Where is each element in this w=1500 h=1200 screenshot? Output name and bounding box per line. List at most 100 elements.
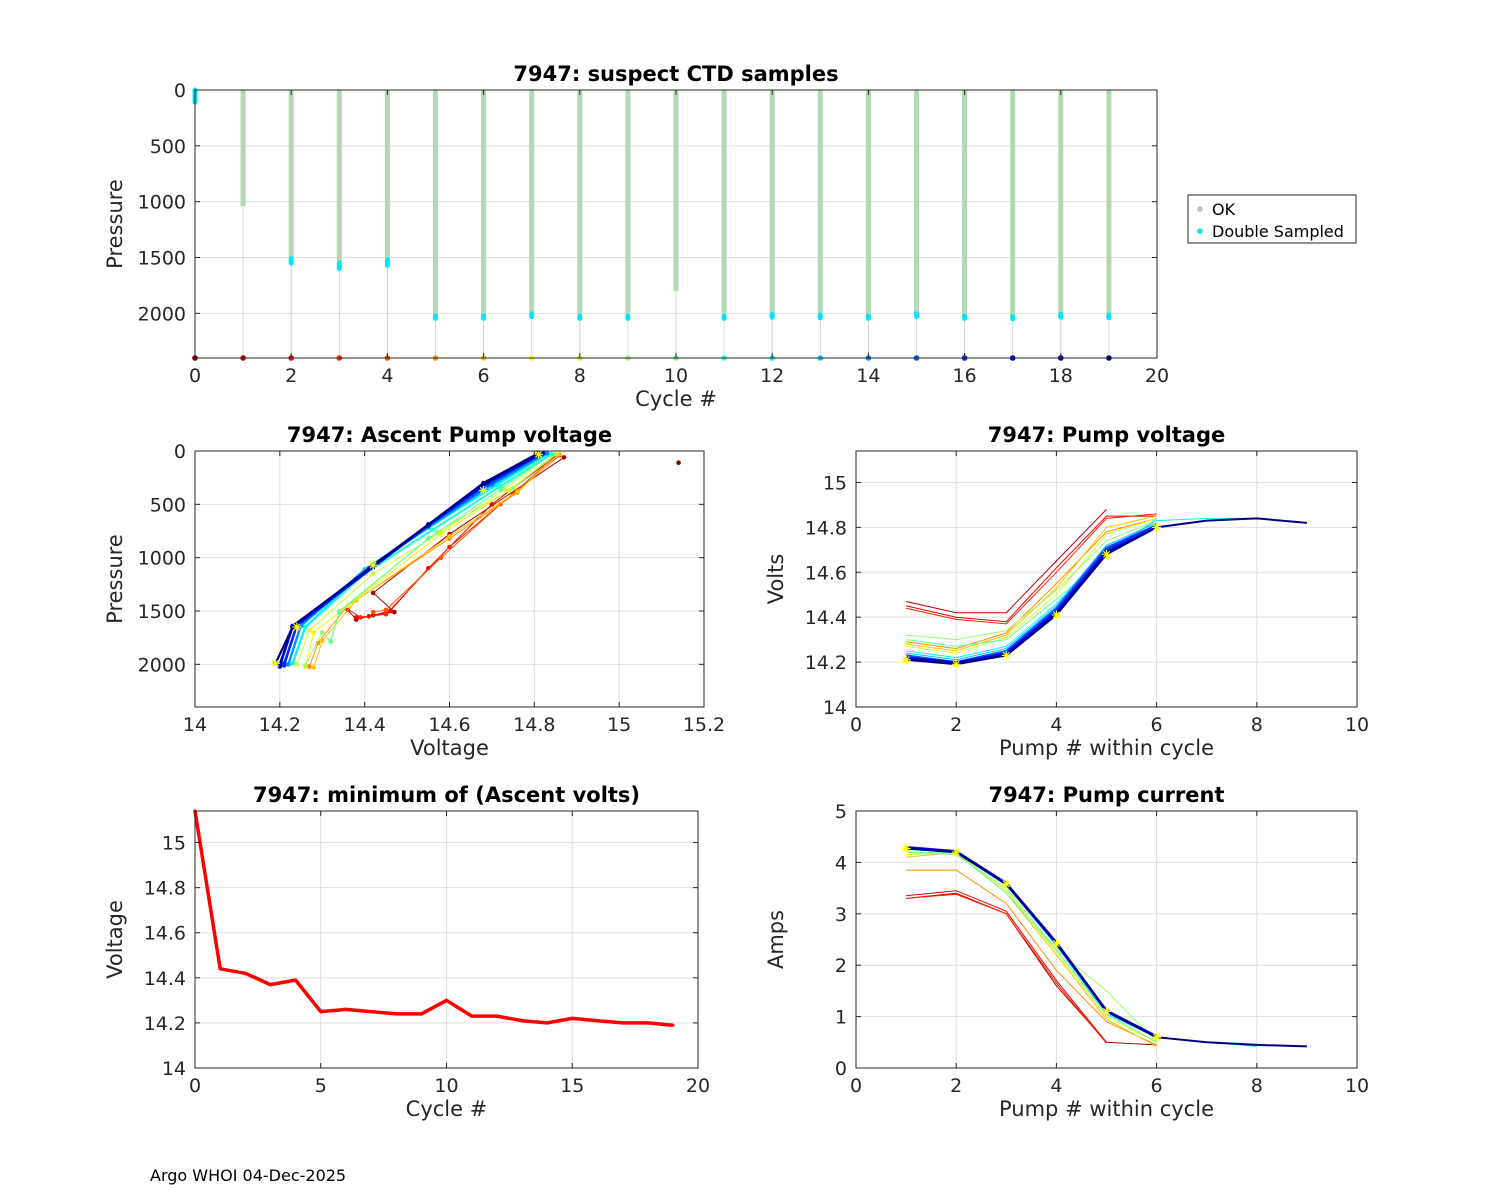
min-voltage-point [545,1021,549,1025]
pump-current-star [901,844,911,854]
ascent-point [430,527,435,533]
axes-layer: 0 2 4 6 8 10 12 14 16 18 20 0 500 1000 1500 2000 7947: s… [103,62,1357,411]
ascent-point [481,480,486,486]
min-voltage-point [218,967,222,971]
x-axis-label: Cycle # [406,1097,488,1121]
ascent-point [447,544,452,550]
y-tick-label: 15 [162,833,186,855]
ascent-star-marker [292,622,302,632]
x-tick-label: 4 [1050,1075,1062,1097]
pump-current-line [906,890,1107,1043]
chart-ctd: 0 2 4 6 8 10 12 14 16 18 20 0 500 1000 1500 2000 7947: s… [103,62,1357,411]
ascent-point [510,486,516,491]
x-tick-label: 0 [189,1075,201,1097]
axes-layer: 0 5 10 15 20 14 14.2 14.4 14.6 14.8 15 7947: minimu… [103,783,710,1121]
ascent-series-layer [271,451,681,670]
pump-voltage-line [905,509,1107,614]
pump-voltage-line [906,520,1157,641]
y-axis-label: Pressure [103,534,127,624]
y-axis-label: Amps [764,910,788,969]
x-tick-label: 0 [850,714,862,736]
y-tick-label: 14.8 [805,517,847,539]
data-layer [193,809,675,1027]
x-tick-label: 14.2 [259,714,301,736]
y-tick-label: 14 [823,697,847,719]
min-voltage-point [394,1012,398,1016]
chart-title: 7947: minimum of (Ascent volts) [253,783,640,807]
ascent-point [336,609,342,615]
y-axis-label: Pressure [103,179,127,269]
chart-pumpc: 0 2 4 6 8 10 0 1 2 3 4 5 7947: Pump current Pump # wi… [764,783,1369,1121]
pump-voltage-star [1102,549,1111,559]
axes-layer: 0 2 4 6 8 10 14 14.2 14.4 14.6 14.8 15 7947: Pump vo… [764,423,1369,760]
legend: OK Double Sampled [1187,194,1357,244]
y-tick-label: 14.6 [805,562,847,584]
y-tick-label: 14.2 [805,652,847,674]
x-tick-label: 12 [760,365,784,387]
min-voltage-point [419,1012,423,1016]
pump-voltage-line [906,517,1157,654]
ascent-point [383,607,389,613]
ascent-star-marker [534,451,544,459]
ascent-point [392,609,397,615]
ascent-point [425,566,431,571]
chart-title: 7947: Ascent Pump voltage [287,423,612,447]
chart-ascent: 14 14.2 14.4 14.6 14.8 15 15.2 0 500 1000 1500 2000… [103,423,725,760]
y-tick-label: 1000 [138,192,186,214]
min-voltage-point [444,998,449,1002]
min-voltage-point [243,971,247,975]
min-voltage-point [470,1014,474,1018]
ascent-star-marker [271,658,281,668]
x-tick-label: 2 [950,714,962,736]
y-tick-label: 0 [174,80,186,102]
x-tick-label: 14 [183,714,207,736]
ascent-point [281,663,287,668]
x-tick-label: 5 [315,1075,327,1097]
x-tick-label: 4 [1050,714,1062,736]
y-tick-label: 5 [835,801,847,823]
min-voltage-point [294,978,298,982]
y-axis-label: Voltage [103,900,127,979]
x-tick-label: 0 [850,1075,862,1097]
x-tick-label: 0 [189,365,201,387]
x-axis-label: Cycle # [635,387,717,411]
ascent-point [353,615,359,620]
axes-layer: 0 2 4 6 8 10 0 1 2 3 4 5 7947: Pump current Pump # wi… [764,783,1369,1121]
min-voltage-point [520,1019,524,1023]
pump-current-star [1001,879,1011,889]
ascent-point [302,663,308,668]
ascent-point [311,665,317,670]
y-tick-label: 14.8 [144,878,186,900]
ascent-point [358,615,363,620]
legend-entry: OK [1212,200,1236,219]
pump-voltage-star [1152,522,1162,532]
y-tick-label: 14.4 [144,968,186,990]
ascent-point [676,460,681,466]
min-voltage-line [193,810,673,1027]
x-axis-label: Voltage [410,736,489,760]
pump-voltage-line [906,515,1157,652]
y-tick-label: 500 [150,494,186,516]
x-axis-label: Pump # within cycle [999,1097,1214,1121]
ascent-point [294,662,300,667]
min-voltage-point [646,1021,650,1025]
x-tick-label: 20 [1145,365,1169,387]
y-tick-label: 1000 [138,548,186,570]
pump-current-star [1102,1006,1111,1016]
legend-box [1187,194,1357,244]
x-tick-label: 10 [1345,714,1369,736]
x-tick-label: 6 [1151,1075,1163,1097]
x-tick-label: 15 [607,714,631,736]
x-tick-label: 8 [1251,714,1263,736]
pump-voltage-line [906,522,1157,661]
y-tick-label: 1 [835,1007,847,1029]
min-voltage-point [671,1023,675,1027]
data-layer [192,87,1112,361]
pump-voltage-star [1001,650,1011,660]
x-tick-label: 14.4 [344,714,386,736]
pump-current-star [1051,939,1061,949]
y-tick-label: 0 [835,1058,847,1080]
legend-marker [1197,206,1203,212]
x-tick-label: 4 [381,365,393,387]
